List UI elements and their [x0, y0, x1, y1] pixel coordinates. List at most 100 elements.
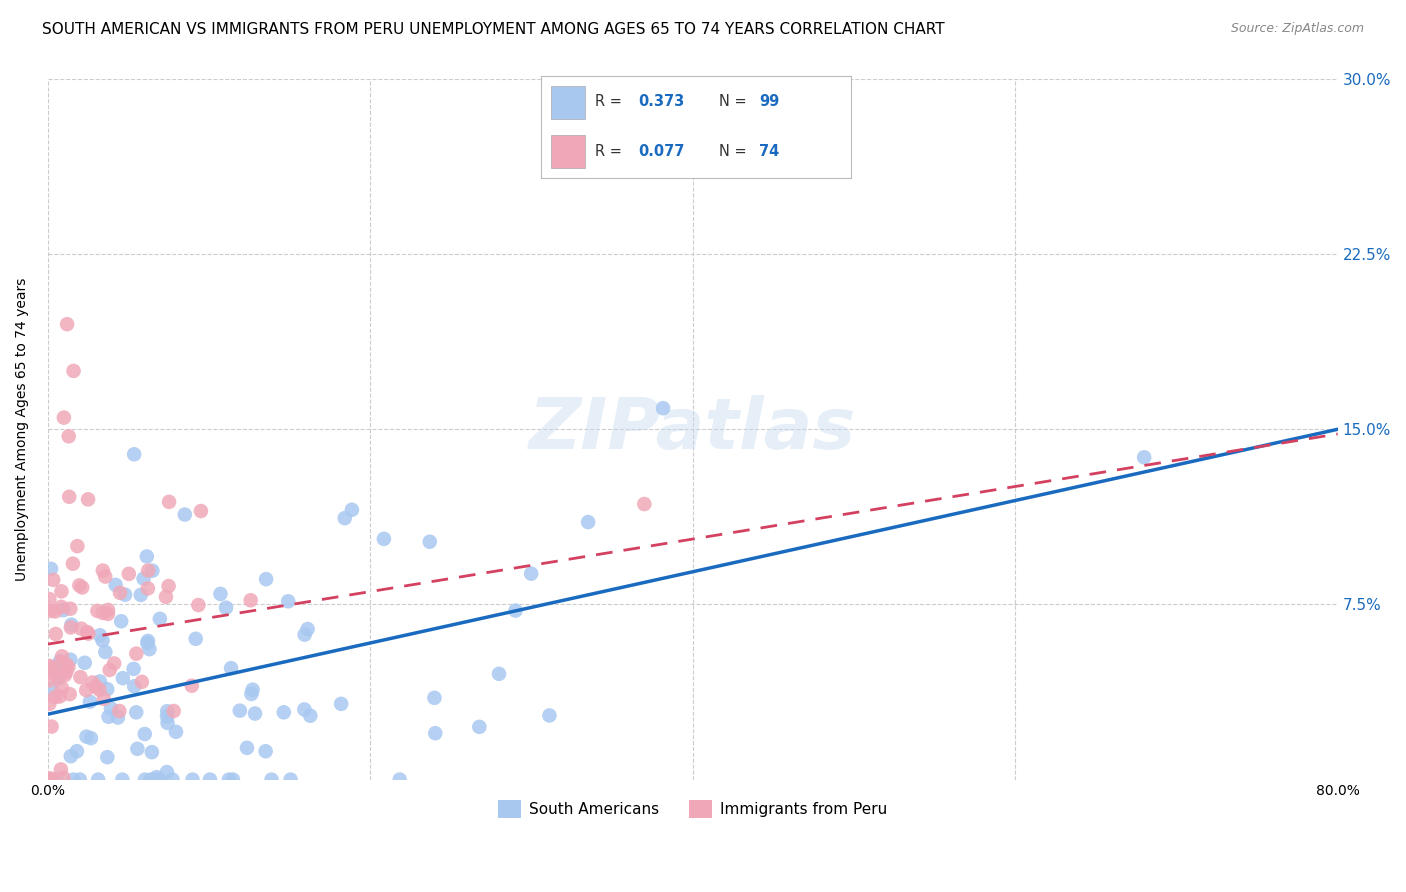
Text: 0.077: 0.077 [638, 144, 685, 159]
Point [66, 539, 89, 553]
Point [219, 661, 242, 675]
Point [373, 532, 395, 546]
Point [91, 606, 114, 620]
Point [162, 772, 184, 787]
Point [505, 603, 527, 617]
Point [38, 772, 60, 787]
Point [55, 665, 77, 679]
Point [135, 549, 157, 564]
Point [100, 701, 122, 715]
Point [39, 562, 62, 576]
Point [38, 697, 60, 711]
Point [73, 656, 96, 670]
Point [108, 704, 131, 718]
Point [44, 665, 66, 679]
Point [145, 770, 167, 784]
Point [41, 720, 63, 734]
Point [122, 679, 145, 693]
Point [650, 153, 672, 168]
Point [48, 690, 70, 704]
Point [242, 682, 264, 697]
Point [55, 657, 77, 672]
Point [62, 772, 84, 787]
Point [157, 495, 180, 509]
Point [94, 569, 117, 583]
Point [136, 636, 159, 650]
Point [89, 682, 111, 697]
Point [51, 599, 73, 614]
Point [39, 604, 62, 618]
Point [66, 744, 89, 758]
Point [148, 772, 170, 787]
Point [229, 704, 252, 718]
Point [149, 612, 172, 626]
Point [423, 690, 446, 705]
Point [51, 681, 73, 695]
Point [59, 601, 82, 615]
Point [388, 772, 411, 787]
Point [58, 429, 80, 443]
Point [59, 653, 82, 667]
Point [136, 564, 159, 578]
Point [132, 572, 155, 586]
Point [75, 683, 97, 698]
Point [652, 401, 675, 416]
Point [38, 592, 60, 607]
Point [129, 588, 152, 602]
Point [330, 697, 353, 711]
Point [156, 715, 179, 730]
Point [97, 710, 120, 724]
Point [280, 772, 302, 787]
Point [56, 317, 79, 331]
Point [143, 772, 166, 787]
Point [157, 579, 180, 593]
Point [69, 670, 91, 684]
Point [134, 727, 156, 741]
Y-axis label: Unemployment Among Ages 65 to 74 years: Unemployment Among Ages 65 to 74 years [15, 277, 30, 581]
Point [58, 660, 80, 674]
Point [70, 581, 93, 595]
Point [468, 720, 491, 734]
Point [114, 588, 136, 602]
Point [111, 671, 134, 685]
Point [576, 515, 599, 529]
Point [59, 687, 82, 701]
Point [239, 593, 262, 607]
Point [184, 632, 207, 646]
Point [173, 508, 195, 522]
Point [59, 620, 82, 634]
Point [156, 704, 179, 718]
Point [45, 627, 67, 641]
Point [136, 582, 159, 596]
Text: 0.373: 0.373 [638, 95, 685, 110]
Point [44, 604, 66, 618]
Point [155, 590, 177, 604]
Legend: South Americans, Immigrants from Peru: South Americans, Immigrants from Peru [492, 794, 893, 824]
Point [86, 604, 108, 618]
Point [108, 586, 131, 600]
Point [118, 566, 141, 581]
Point [94, 645, 117, 659]
Point [187, 598, 209, 612]
Point [48, 671, 70, 685]
Point [340, 502, 363, 516]
Point [215, 600, 238, 615]
Point [131, 674, 153, 689]
Point [419, 534, 441, 549]
Point [58, 490, 80, 504]
Point [45, 772, 67, 787]
Point [44, 690, 66, 704]
Point [156, 709, 179, 723]
Text: R =: R = [596, 144, 627, 159]
Point [38, 659, 60, 673]
Point [260, 772, 283, 787]
Text: R =: R = [596, 95, 627, 110]
Point [38, 673, 60, 688]
Point [136, 634, 159, 648]
Point [62, 364, 84, 378]
Point [520, 566, 543, 581]
Point [240, 687, 263, 701]
Point [190, 504, 212, 518]
Point [243, 706, 266, 721]
Point [79, 695, 101, 709]
